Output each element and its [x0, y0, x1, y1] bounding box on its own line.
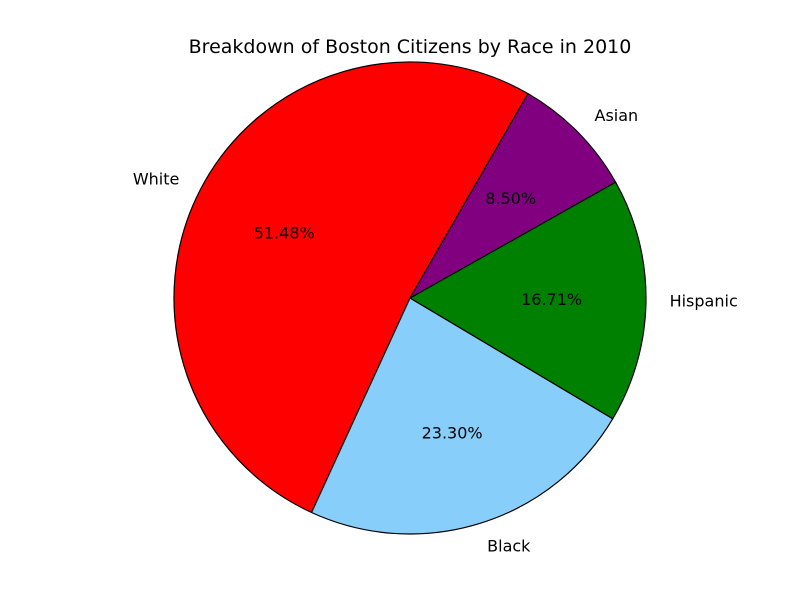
slice-label-asian: Asian [595, 106, 639, 125]
pie-slice-asian [409, 93, 617, 299]
slice-pct-white: 51.48% [254, 224, 315, 243]
slice-label-black: Black [487, 536, 531, 555]
slice-pct-black: 23.30% [422, 424, 483, 443]
slice-pct-asian: 8.50% [485, 189, 536, 208]
pie-slices [173, 61, 647, 535]
slice-pct-hispanic: 16.71% [521, 290, 582, 309]
chart-title: Breakdown of Boston Citizens by Race in … [189, 36, 632, 58]
slice-label-white: White [133, 169, 180, 188]
pie-labels: White 51.48% Black 23.30% Hispanic 16.71% Asia… [133, 106, 738, 555]
pie-slice-black [310, 297, 614, 535]
slice-label-hispanic: Hispanic [670, 292, 738, 311]
pie-slice-hispanic [409, 181, 647, 420]
pie-slice-white [173, 61, 529, 514]
